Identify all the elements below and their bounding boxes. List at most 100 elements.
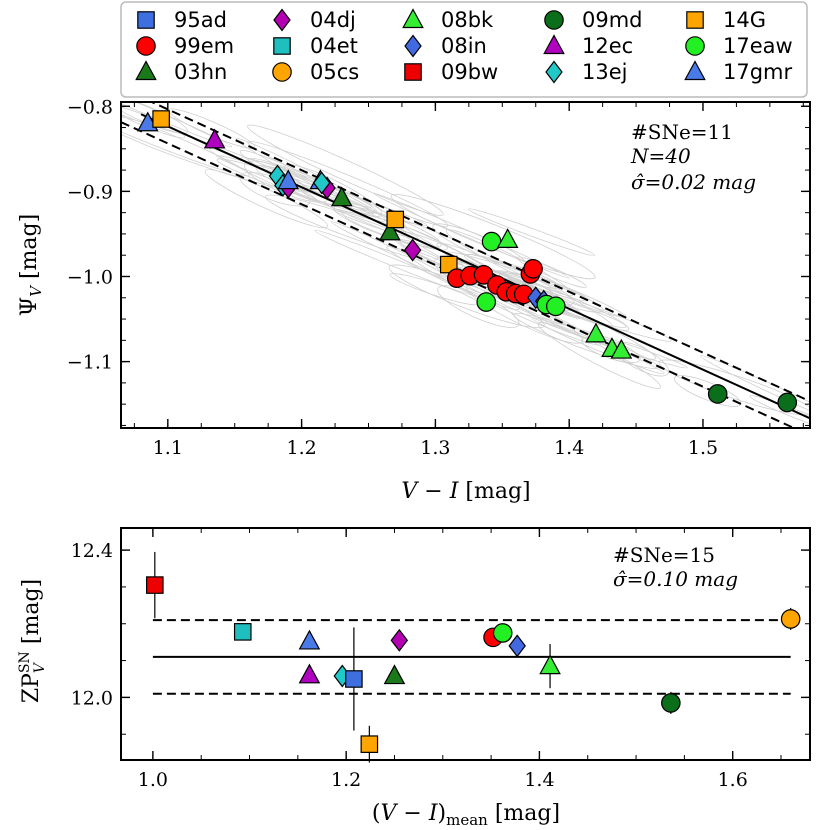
uncertainty-ellipse (168, 108, 256, 149)
point-17gmr (277, 169, 300, 190)
legend-marker-95ad (137, 11, 155, 29)
uncertainty-ellipse (204, 169, 328, 229)
point-17eaw (481, 231, 502, 252)
uncertainty-ellipse (531, 317, 665, 375)
legend-marker-17gmr (684, 60, 706, 81)
y-tick-label: 12.4 (71, 540, 113, 562)
legend-frame (120, 1, 808, 98)
point-14G (360, 735, 379, 753)
legend-entry-12ec: 12ec (543, 34, 633, 58)
top-ticks: 1.1 1.2 1.3 1.4 1.5 −0.8 −0.9 −1.0 −1.1 (67, 96, 810, 459)
legend-entry-95ad: 95ad (137, 8, 227, 32)
uncertainty-ellipse (673, 375, 742, 407)
point-99em (473, 264, 494, 285)
point-12ec (203, 128, 226, 149)
point-12ec (298, 663, 321, 684)
legend-label-03hn: 03hn (174, 60, 227, 84)
legend-entry-04dj: 04dj (273, 8, 356, 32)
point-03hn (379, 220, 401, 241)
legend-label-08bk: 08bk (441, 8, 494, 32)
y-tick-label: −0.8 (67, 96, 113, 118)
bottom-annot-nsne: #SNe=15 (613, 543, 715, 567)
point-09bw (146, 576, 164, 594)
bottom-ticks: 1.0 1.2 1.4 1.6 12.0 12.4 (71, 528, 810, 791)
legend-label-08in: 08in (441, 34, 487, 58)
x-tick-label: 1.2 (331, 769, 361, 791)
legend-label-14G: 14G (723, 8, 766, 32)
top-annot-sigma: σ̂=0.02 mag (631, 170, 756, 194)
uncertainty-ellipse (247, 124, 444, 216)
legend-marker-09bw (404, 63, 422, 81)
legend-entry-14G: 14G (686, 8, 766, 32)
legend-label-17eaw: 17eaw (723, 34, 793, 58)
uncertainty-ellipse (749, 395, 810, 428)
bottom-mean-lines (152, 619, 791, 695)
top-x-axis-label: V − I [mag] (401, 479, 530, 504)
legend-entry-05cs: 05cs (272, 60, 359, 84)
legend-entry-09md: 09md (544, 8, 643, 32)
point-13ej (312, 171, 331, 195)
uncertainty-ellipse (468, 208, 595, 256)
top-plot-frame (120, 101, 811, 429)
legend-marker-13ej (545, 60, 563, 84)
uncertainty-ellipse (658, 359, 810, 416)
uncertainty-ellipse (537, 322, 661, 389)
legend-marker-03hn (135, 60, 157, 81)
legend-label-12ec: 12ec (582, 34, 633, 58)
y-tick-label: −1.0 (67, 266, 113, 288)
fit-line (140, 113, 810, 420)
x-tick-label: 1.1 (153, 437, 183, 459)
top-annot-n: N=40 (630, 144, 691, 168)
legend-entry-09bw: 09bw (404, 60, 498, 84)
legend-label-09bw: 09bw (441, 60, 498, 84)
point-17gmr (298, 629, 321, 650)
point-08bk (496, 228, 519, 248)
point-14G (386, 210, 405, 229)
y-tick-label: −0.9 (67, 181, 113, 203)
legend-marker-12ec (543, 34, 565, 55)
legend-entry-08in: 08in (404, 34, 487, 58)
point-17eaw (492, 623, 513, 643)
point-04et (233, 623, 252, 641)
x-tick-label: 1.4 (554, 437, 584, 459)
legend-marker-05cs (272, 62, 292, 82)
point-04dj (403, 238, 422, 262)
point-17eaw (476, 292, 497, 312)
bottom-plot-frame (120, 527, 811, 761)
top-data-points (136, 110, 798, 413)
legend-marker-04dj (273, 8, 291, 32)
x-tick-label: 1.2 (287, 437, 317, 459)
point-17eaw (546, 296, 566, 317)
uncertainty-ellipse (265, 194, 464, 268)
legend-entry-03hn: 03hn (135, 60, 227, 84)
uncertainty-ellipse (465, 283, 583, 344)
x-tick-label: 1.0 (138, 769, 168, 791)
uncertainty-ellipse (545, 321, 688, 369)
uncertainty-ellipse (247, 141, 449, 227)
legend-label-99em: 99em (174, 34, 234, 58)
point-08bk (539, 654, 561, 675)
top-panel: 1.1 1.2 1.3 1.4 1.5 −0.8 −0.9 −1.0 −1.1 V − I [m… (17, 96, 811, 504)
point-08in (508, 634, 526, 658)
uncertainty-ellipse (216, 158, 374, 215)
point-04dj (390, 628, 409, 652)
legend-label-09md: 09md (582, 8, 643, 32)
uncertainty-ellipse (314, 229, 475, 296)
legend-marker-99em (136, 36, 156, 56)
legend-entry-04et: 04et (273, 34, 358, 58)
top-y-axis-label: ΨV [mag] (17, 214, 45, 316)
bottom-panel: 1.0 1.2 1.4 1.6 12.0 12.4 (V − I)mean [mag] Z… (17, 527, 811, 829)
legend-label-13ej: 13ej (582, 60, 627, 84)
point-09md (777, 392, 798, 413)
legend-marker-04et (273, 37, 291, 55)
legend-entry-08bk: 08bk (402, 8, 494, 32)
point-95ad (345, 670, 363, 688)
legend-marker-08bk (402, 8, 424, 29)
bottom-x-axis-label: (V − I)mean [mag] (372, 801, 560, 829)
y-tick-label: 12.0 (71, 687, 113, 709)
legend-label-04dj: 04dj (310, 8, 356, 32)
point-03hn (383, 664, 406, 685)
